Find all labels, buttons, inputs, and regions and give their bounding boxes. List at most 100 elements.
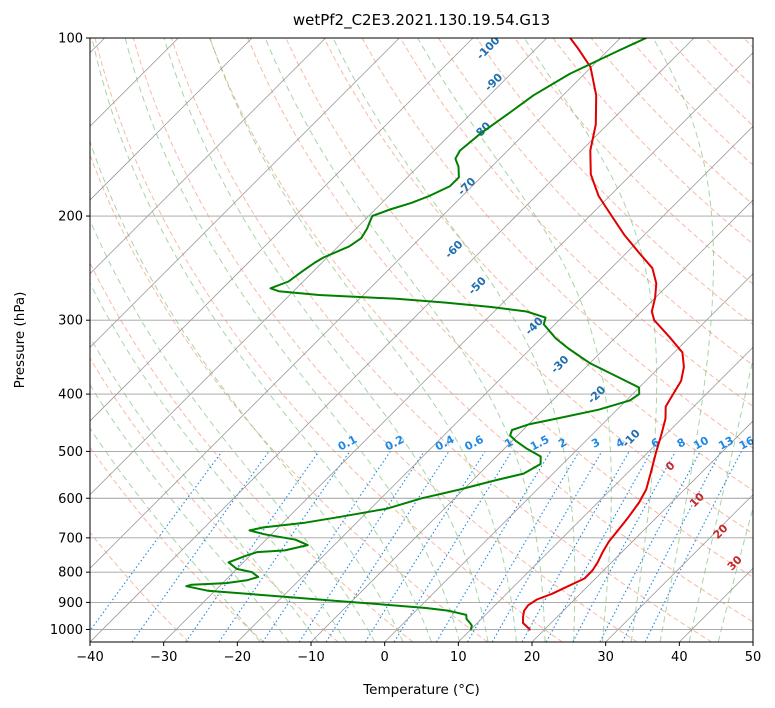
dry-label: 40 (753, 581, 773, 601)
dewpoint-profile-line (185, 38, 648, 631)
isotherm-line (237, 125, 753, 642)
moist-adiabat-line (90, 383, 290, 642)
y-tick-label: 900 (58, 596, 83, 611)
moist-adiabat-line (717, 506, 753, 642)
dry-adiabat-line (209, 38, 753, 623)
moist-label: -40 (523, 314, 546, 337)
isotherm-line (90, 38, 400, 348)
moist-adiabat-line (652, 38, 714, 642)
isotherm-line (752, 641, 753, 642)
dry-adiabat-line (90, 446, 264, 642)
plot-area: -100-90-80-70-60-50-40-30-20-10010203040… (90, 38, 775, 642)
mixing-ratio-line (325, 451, 450, 642)
dry-adiabat-line (667, 38, 753, 127)
y-axis: 100 200 300 400 500 600 700 800 900 1000 (50, 32, 90, 638)
dry-adiabat-line (323, 38, 753, 492)
dry-adiabat-line (399, 38, 753, 408)
x-tick-label: −40 (76, 650, 103, 665)
y-tick-label: 700 (58, 531, 83, 546)
dry-adiabat-line (514, 38, 753, 285)
x-tick-label: −30 (150, 650, 177, 665)
moist-adiabat-line (90, 427, 261, 642)
isotherms (90, 38, 753, 642)
dry-adiabat-line (247, 38, 753, 578)
y-tick-label: 400 (58, 388, 83, 403)
mixing-label: 8 (675, 436, 688, 451)
dry-adiabat-line (476, 38, 753, 326)
isotherm-line (679, 567, 753, 642)
x-tick-label: 20 (524, 650, 541, 665)
mixing-ratio-line (262, 451, 391, 642)
dry-adiabat-line (90, 357, 339, 642)
moist-label: -50 (466, 274, 489, 297)
mixing-label: 2 (556, 436, 569, 451)
x-tick-label: −20 (224, 650, 251, 665)
moist-label: -20 (585, 383, 608, 406)
moist-adiabat-line (124, 38, 461, 642)
dry-label: 10 (687, 490, 707, 510)
x-axis: −40 −30 −20 −10 0 10 20 30 40 50 (76, 642, 761, 665)
mixing-ratio-lines (90, 451, 742, 642)
moist-label: -30 (548, 353, 571, 376)
moist-adiabats (90, 38, 753, 642)
mixing-ratio-line (218, 451, 351, 642)
x-tick-label: −10 (297, 650, 324, 665)
dry-adiabat-line (285, 38, 753, 535)
dry-adiabat-line (590, 38, 753, 206)
x-tick-label: 30 (597, 650, 614, 665)
moist-adiabat-line (163, 38, 489, 642)
dry-adiabat-line (90, 261, 414, 642)
dry-adiabat-line (705, 38, 753, 88)
dry-adiabat-line (90, 153, 488, 642)
dry-adiabat-line (170, 38, 712, 642)
isotherm-line (384, 273, 753, 642)
moist-adiabat-line (417, 38, 612, 642)
dry-adiabat-line (90, 531, 190, 642)
dry-adiabats (90, 38, 753, 642)
mixing-label: 0.2 (383, 433, 406, 454)
isotherm-line (90, 38, 621, 569)
x-axis-label: Temperature (°C) (362, 682, 480, 698)
mixing-ratio-line (393, 451, 513, 642)
mixing-ratio-line (644, 451, 742, 642)
y-tick-label: 1000 (50, 623, 83, 638)
moist-adiabat-line (264, 38, 546, 642)
plot-frame (89, 37, 754, 643)
x-tick-label: 10 (450, 650, 467, 665)
y-tick-label: 200 (58, 210, 83, 225)
isotherm-line (531, 420, 753, 642)
mixing-ratio-line (599, 451, 701, 642)
x-tick-label: 0 (381, 650, 389, 665)
chart-title: wetPf2_C2E3.2021.130.19.54.G13 (293, 11, 550, 30)
mixing-label: 0.4 (433, 433, 457, 454)
x-tick-label: 40 (671, 650, 688, 665)
isotherm-line (163, 52, 753, 642)
y-tick-label: 100 (58, 32, 83, 47)
dry-label: 20 (711, 521, 731, 541)
moist-adiabat-line (91, 38, 432, 642)
mixing-label: 16 (737, 434, 757, 453)
mixing-ratio-line (90, 451, 223, 632)
isotherm-line (90, 38, 253, 201)
x-tick-label: 50 (745, 650, 762, 665)
isobars (90, 38, 753, 630)
mixing-label: 0.6 (463, 433, 487, 454)
mixing-ratio-line (298, 451, 425, 642)
moist-label: -90 (482, 71, 505, 94)
isotherm-line (90, 38, 326, 275)
dry-adiabat-line (94, 38, 563, 642)
moist-adiabat-line (90, 336, 319, 642)
isotherm-line (458, 346, 753, 642)
moist-adiabat-line (90, 139, 404, 642)
isotherm-line (605, 494, 753, 642)
dry-adiabat-line (743, 38, 753, 49)
dry-adiabat-line (437, 38, 753, 366)
y-tick-label: 500 (58, 445, 83, 460)
mixing-label: 20 (759, 434, 775, 453)
mixing-label: 13 (716, 434, 736, 453)
moist-adiabat-line (688, 356, 753, 642)
dry-adiabat-line (361, 38, 753, 449)
isotherm-line (90, 38, 547, 496)
dry-adiabat-line (132, 38, 638, 642)
